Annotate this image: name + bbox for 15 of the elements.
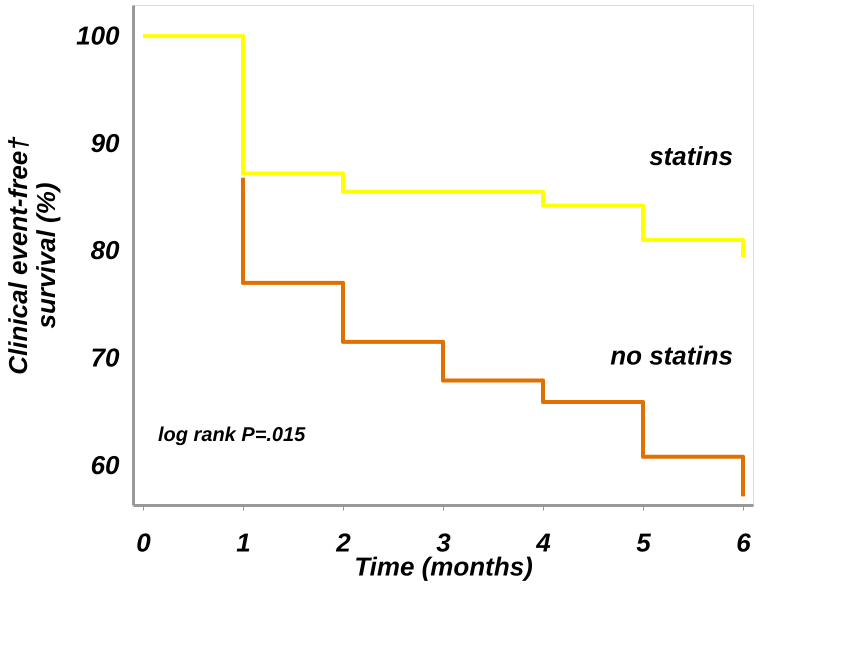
x-tick-label: 5 — [636, 528, 652, 558]
series-label: statins — [649, 141, 733, 172]
x-tick-label: 0 — [136, 528, 152, 558]
y-tick-label: 100 — [76, 20, 120, 51]
x-tick-label: 6 — [736, 528, 752, 558]
y-tick-label: 70 — [90, 342, 120, 373]
y-axis-title: Clinical event-free† survival (%) — [3, 136, 62, 375]
series-label: no statins — [610, 340, 733, 370]
x-tick-label: 4 — [535, 528, 552, 558]
y-tick-label: 80 — [90, 235, 120, 266]
x-tick-label: 2 — [335, 528, 352, 558]
x-tick-label: 1 — [236, 528, 251, 558]
y-tick-label: 90 — [90, 128, 120, 158]
annotation: log rank P=.015 — [158, 424, 306, 446]
y-tick-label: 60 — [90, 450, 120, 480]
